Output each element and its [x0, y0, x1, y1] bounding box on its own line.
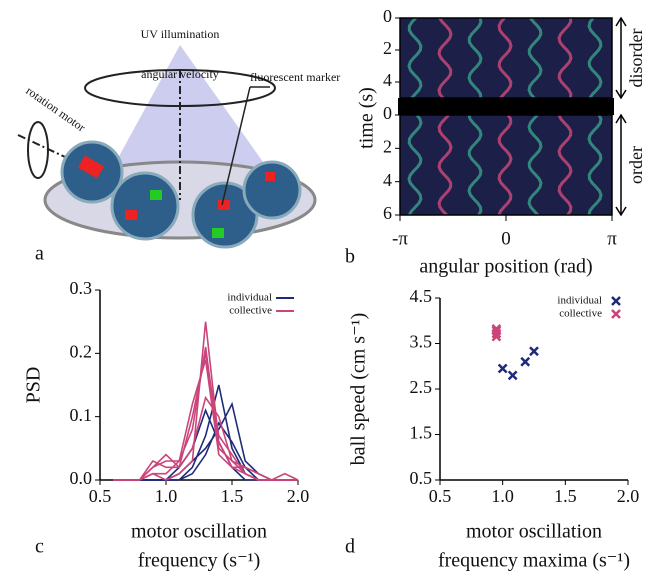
series-line [113, 346, 298, 481]
illustration-text: UV illumination [141, 27, 220, 41]
series-line [113, 395, 298, 481]
legend-swatch [611, 309, 621, 319]
scatter-point [497, 363, 508, 374]
heatmap-stripe [557, 114, 573, 216]
series-line [113, 359, 298, 481]
scatter-point [529, 346, 539, 357]
panel-label: a [35, 243, 44, 265]
y-tick-label: 4.5 [410, 286, 433, 306]
series-line [113, 353, 299, 481]
y-tick-label: 4 [383, 70, 392, 90]
x-axis-label: motor oscillation [131, 521, 267, 543]
heatmap-stripe [557, 17, 573, 99]
y-tick-label: 0.1 [70, 405, 93, 425]
y-axis-label: PSD [23, 367, 45, 404]
x-tick-label: 2.0 [617, 486, 640, 506]
heatmap-stripe [587, 17, 603, 99]
heatmap-stripe [587, 114, 603, 216]
y-tick-label: 0.5 [410, 468, 433, 488]
y-tick-label: 2.5 [410, 377, 433, 397]
illustration: UV illumination angular velocity fluores… [17, 27, 340, 265]
legend-label: individual [227, 292, 272, 304]
x-tick-label: 2.0 [287, 486, 310, 506]
arrow-head [615, 113, 627, 217]
x-tick-label: 0 [501, 228, 511, 249]
heatmap-stripe [497, 114, 513, 216]
heatmap-stripe [407, 16, 423, 100]
scatter-point [491, 324, 502, 334]
legend-label: individual [557, 295, 602, 307]
y-tick-label: 2 [383, 38, 392, 58]
series-line [113, 401, 298, 481]
heatmap-stripe [437, 113, 453, 217]
scatter-point [520, 356, 531, 367]
illustration-text: fluorescent marker [250, 70, 340, 84]
series-line [113, 421, 298, 481]
heatmap-stripe [497, 16, 513, 99]
legend-swatch [611, 296, 621, 306]
y-tick-label: 0.0 [70, 468, 93, 488]
panel-label: d [345, 536, 355, 558]
x-tick-label: 1.5 [221, 486, 244, 506]
x-axis-label: frequency maxima (s⁻¹) [438, 550, 630, 572]
x-axis-label: angular position (rad) [419, 256, 592, 278]
y-tick-label: 0 [383, 103, 392, 123]
legend-label: collective [229, 305, 272, 317]
x-tick-label: π [607, 228, 617, 249]
y-tick-label: 2 [383, 136, 392, 156]
x-tick-label: 1.0 [155, 486, 178, 506]
arrow-head [615, 16, 627, 100]
panel-label: b [345, 246, 355, 268]
y-tick-label: 0 [383, 6, 392, 26]
x-axis-label: frequency (s⁻¹) [138, 550, 261, 572]
legend-label: collective [559, 308, 602, 320]
heatmap-stripe [437, 17, 453, 99]
x-axis-label: motor oscillation [466, 521, 602, 543]
x-tick-label: 0.5 [89, 486, 112, 506]
panel-label: c [35, 536, 44, 558]
y-tick-label: 1.5 [410, 423, 433, 443]
side-label: order [626, 146, 646, 184]
series-line [113, 408, 298, 481]
x-tick-label: 1.0 [491, 486, 514, 506]
y-tick-label: 3.5 [410, 332, 433, 352]
x-tick-label: -π [392, 228, 408, 249]
scatter-point [491, 325, 502, 336]
y-tick-label: 0.2 [70, 341, 93, 361]
side-label: disorder [626, 29, 646, 88]
x-tick-label: 1.5 [554, 486, 577, 506]
y-tick-label: 0.3 [70, 278, 93, 298]
heatmap-image [400, 18, 612, 98]
y-tick-label: 6 [383, 203, 392, 223]
y-axis-label: ball speed (cm s⁻¹) [348, 313, 370, 466]
illustration-text: angular velocity [141, 67, 219, 81]
heatmap-stripe [527, 17, 543, 99]
heatmap-stripe [467, 114, 483, 216]
y-tick-label: 4 [383, 170, 392, 190]
y-axis-label: time (s) [356, 87, 378, 149]
x-tick-label: 0.5 [429, 486, 452, 506]
heatmap-stripe [407, 114, 423, 216]
heatmap-stripe [527, 113, 543, 217]
scatter-point [507, 370, 518, 381]
heatmap-stripe [467, 17, 483, 99]
separator [398, 98, 614, 115]
